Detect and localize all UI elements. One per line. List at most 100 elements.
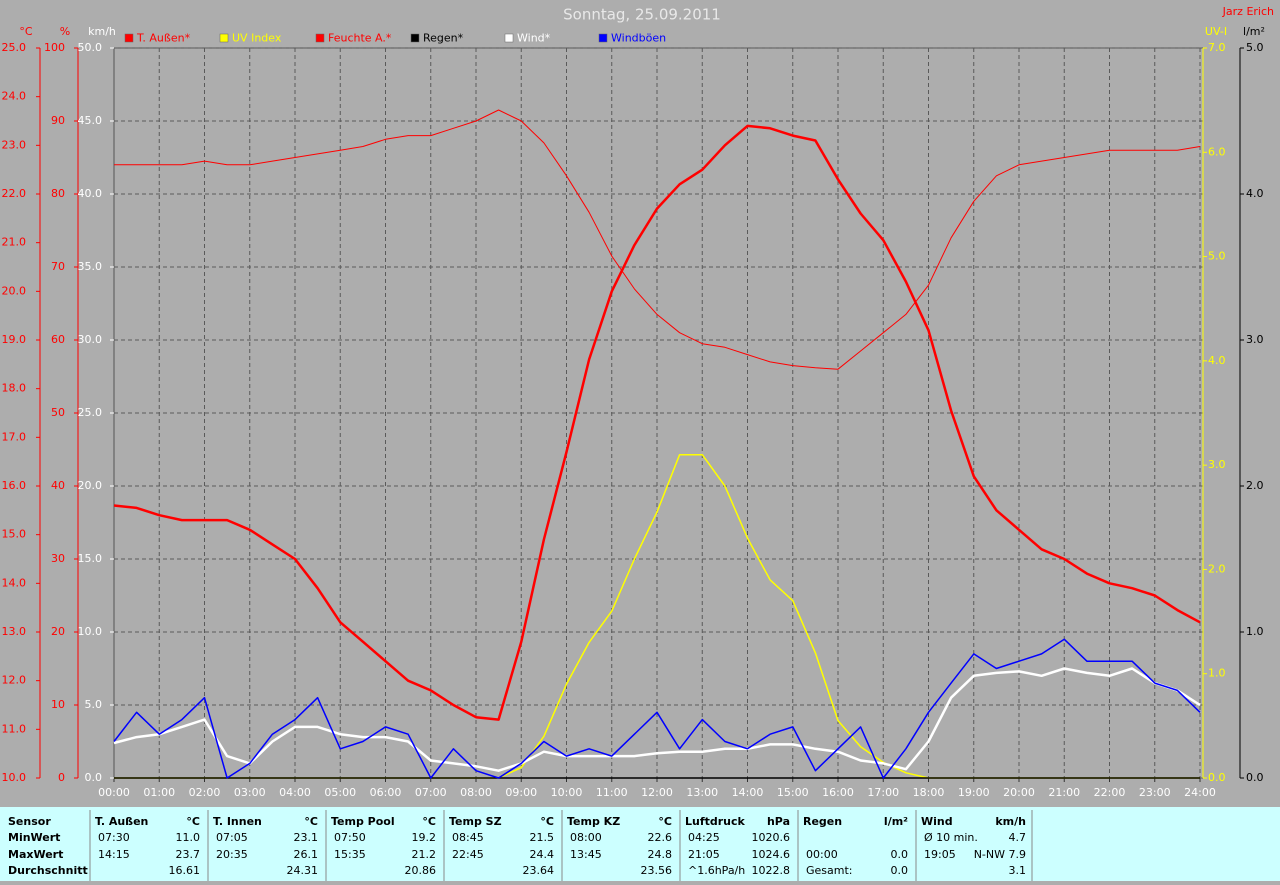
y-tick-label: 45.0 (78, 114, 103, 127)
x-tick-label: 24:00 (1184, 786, 1216, 799)
x-tick-label: 00:00 (98, 786, 130, 799)
legend-label: Wind* (517, 32, 551, 45)
y-tick-label: 5.0 (85, 698, 103, 711)
stat-value: 23.64 (523, 864, 555, 877)
x-tick-label: 03:00 (234, 786, 266, 799)
series-line (113, 638, 1201, 779)
y-tick-label: 19.0 (2, 333, 27, 346)
x-tick-label: 22:00 (1094, 786, 1126, 799)
stat-value: 23.7 (176, 848, 201, 861)
y-tick-label: 90 (51, 114, 65, 127)
stat-value: 20.86 (405, 864, 437, 877)
group-unit: km/h (995, 815, 1026, 828)
row-label: Durchschnitt (8, 864, 88, 877)
stat-time: 08:00 (570, 831, 602, 844)
stat-value: 1024.6 (752, 848, 791, 861)
x-tick-label: 08:00 (460, 786, 492, 799)
group-unit: °C (422, 815, 436, 828)
axis-unit: km/h (88, 25, 116, 38)
x-tick-label: 09:00 (505, 786, 537, 799)
y-tick-label: 80 (51, 187, 65, 200)
y-tick-label: 100 (44, 41, 65, 54)
stat-time: 19:05 (924, 848, 956, 861)
stat-value: 1022.8 (752, 864, 791, 877)
stat-time: 15:35 (334, 848, 366, 861)
legend-swatch (219, 33, 229, 43)
axis-unit: UV-I (1205, 25, 1227, 38)
group-unit: °C (186, 815, 200, 828)
legend-label: Feuchte A.* (328, 32, 392, 45)
author: Jarz Erich (1222, 5, 1274, 18)
x-tick-label: 13:00 (686, 786, 718, 799)
x-tick-label: 04:00 (279, 786, 311, 799)
y-tick-label: 3.0 (1246, 333, 1264, 346)
legend-label: T. Außen* (136, 32, 191, 45)
chart-title: Sonntag, 25.09.2011 (563, 6, 721, 24)
y-tick-label: 2.0 (1246, 479, 1264, 492)
x-tick-label: 17:00 (867, 786, 899, 799)
y-tick-label: 7.0 (1208, 41, 1226, 54)
x-tick-label: 10:00 (551, 786, 583, 799)
y-tick-label: 6.0 (1208, 145, 1226, 158)
x-tick-label: 23:00 (1139, 786, 1171, 799)
x-tick-label: 14:00 (732, 786, 764, 799)
axis-unit: °C (19, 25, 33, 38)
row-label: Sensor (8, 815, 51, 828)
x-tick-label: 21:00 (1048, 786, 1080, 799)
row-label: MaxWert (8, 848, 63, 861)
stat-value: 26.1 (294, 848, 319, 861)
y-tick-label: 2.0 (1208, 562, 1226, 575)
stat-time: Ø 10 min. (924, 831, 978, 844)
y-tick-label: 14.0 (2, 576, 27, 589)
series-line (113, 667, 1201, 772)
y-tick-label: 20 (51, 625, 65, 638)
y-tick-label: 15.0 (78, 552, 103, 565)
axis-unit: % (60, 25, 70, 38)
legend-swatch (598, 33, 608, 43)
stat-time: 04:25 (688, 831, 720, 844)
legend-swatch (124, 33, 134, 43)
y-tick-label: 5.0 (1246, 41, 1264, 54)
stats-table (0, 807, 1280, 881)
group-name: Luftdruck (685, 815, 746, 828)
y-tick-label: 70 (51, 260, 65, 273)
group-name: T. Außen (95, 815, 148, 828)
stat-value: 24.8 (648, 848, 673, 861)
series-line (113, 124, 1201, 721)
legend-label: Windböen (611, 32, 666, 45)
stat-value: 24.4 (530, 848, 555, 861)
series-line (114, 109, 1201, 370)
y-tick-label: 4.0 (1208, 354, 1226, 367)
axis-unit: l/m² (1243, 25, 1265, 38)
legend-swatch (315, 33, 325, 43)
y-tick-label: 10.0 (78, 625, 103, 638)
stat-time: 20:35 (216, 848, 248, 861)
stat-value: 21.2 (412, 848, 437, 861)
y-tick-label: 40 (51, 479, 65, 492)
stat-time: Gesamt: (806, 864, 853, 877)
group-unit: °C (304, 815, 318, 828)
x-tick-label: 20:00 (1003, 786, 1035, 799)
legend-label: Regen* (423, 32, 464, 45)
y-tick-label: 17.0 (2, 430, 27, 443)
y-tick-label: 40.0 (78, 187, 103, 200)
y-tick-label: 25.0 (2, 41, 27, 54)
x-tick-label: 11:00 (596, 786, 628, 799)
y-tick-label: 23.0 (2, 138, 27, 151)
x-tick-label: 19:00 (958, 786, 990, 799)
y-tick-label: 15.0 (2, 528, 27, 541)
y-tick-label: 22.0 (2, 187, 27, 200)
group-unit: °C (540, 815, 554, 828)
y-tick-label: 5.0 (1208, 250, 1226, 263)
y-tick-label: 1.0 (1246, 625, 1264, 638)
group-name: T. Innen (213, 815, 262, 828)
x-tick-label: 07:00 (415, 786, 447, 799)
legend-swatch (410, 33, 420, 43)
y-tick-label: 0 (58, 771, 65, 784)
y-tick-label: 0.0 (85, 771, 103, 784)
group-name: Temp SZ (449, 815, 502, 828)
group-unit: l/m² (884, 815, 908, 828)
x-tick-label: 06:00 (370, 786, 402, 799)
